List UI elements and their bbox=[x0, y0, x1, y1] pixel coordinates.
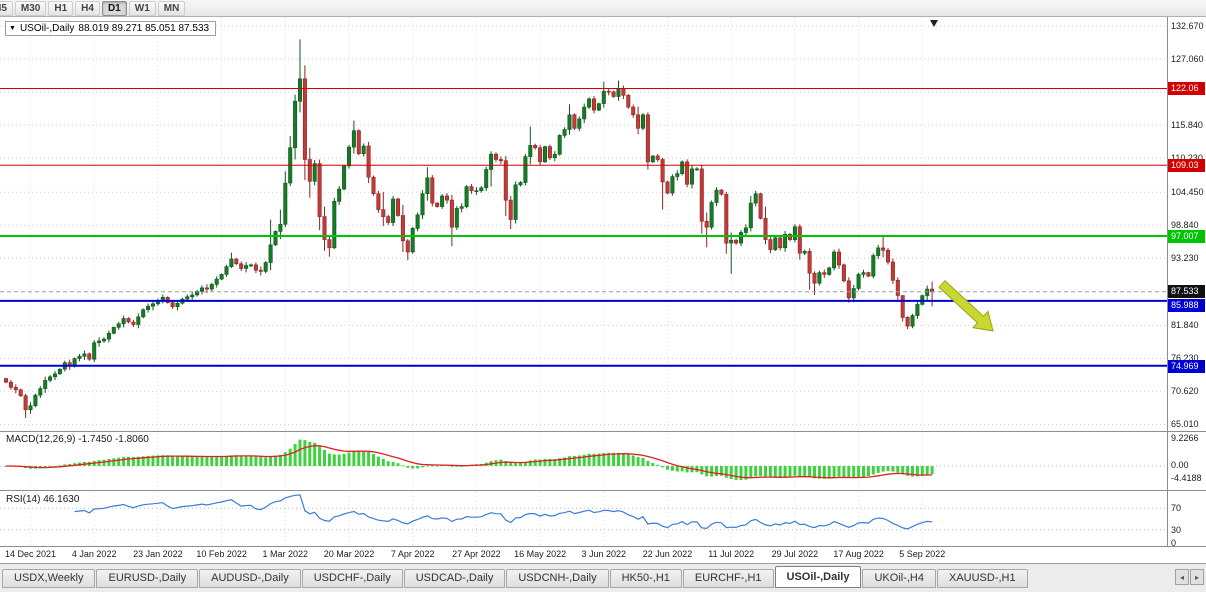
date-axis-label: 5 Sep 2022 bbox=[899, 549, 946, 559]
drawn-arrow-annotation[interactable] bbox=[938, 279, 994, 332]
price-level-tag: 97.007 bbox=[1168, 230, 1205, 244]
rsi-indicator-label: RSI(14) 46.1630 bbox=[6, 494, 80, 505]
date-axis-label: 27 Apr 2022 bbox=[452, 549, 501, 559]
chart-tab-hk50-h1[interactable]: HK50-,H1 bbox=[609, 569, 682, 588]
macd-axis-label: -4.4188 bbox=[1171, 473, 1202, 483]
date-axis-label: 4 Jan 2022 bbox=[71, 549, 117, 559]
price-axis-label: 115.840 bbox=[1171, 120, 1203, 131]
timeframe-button-row: M5M30H1H4D1W1MN bbox=[0, 0, 186, 16]
chart-tab-bar: USDX,Weekly EURUSD-,Daily AUDUSD-,Daily USD… bbox=[0, 563, 1206, 592]
price-axis-label: 110.230 bbox=[1171, 153, 1203, 164]
timeframe-button-d1[interactable]: D1 bbox=[101, 1, 127, 16]
timeframe-toolbar: M5M30H1H4D1W1MN bbox=[0, 0, 1206, 17]
price-level-tag: 85.988 bbox=[1168, 299, 1205, 312]
price-axis-label: 70.620 bbox=[1171, 386, 1199, 397]
rsi-axis-label: 0 bbox=[1171, 538, 1177, 548]
timeframe-button-h4[interactable]: H4 bbox=[75, 1, 100, 16]
date-axis-label: 23 Jan 2022 bbox=[133, 549, 183, 559]
candlestick-series bbox=[4, 39, 935, 418]
timeframe-button-mn[interactable]: MN bbox=[157, 1, 186, 16]
chart-tab-usdchf-daily[interactable]: USDCHF-,Daily bbox=[301, 569, 403, 588]
date-axis-label: 3 Jun 2022 bbox=[581, 549, 627, 559]
symbol-ohlc-box: ▼ USOil-,Daily 88.019 89.271 85.051 87.5… bbox=[5, 21, 217, 36]
date-axis-label: 16 May 2022 bbox=[514, 549, 567, 559]
timeframe-button-h1[interactable]: H1 bbox=[48, 1, 74, 16]
price-axis-label: 132.670 bbox=[1171, 21, 1204, 31]
chart-tab-usdx-weekly[interactable]: USDX,Weekly bbox=[2, 569, 96, 588]
price-axis-label: 76.230 bbox=[1171, 353, 1199, 364]
date-axis-label: 14 Dec 2021 bbox=[4, 549, 57, 559]
chart-tab-eurusd-daily[interactable]: EURUSD-,Daily bbox=[96, 569, 199, 588]
macd-indicator-label: MACD(12,26,9) -1.7450 -1.8060 bbox=[6, 434, 149, 445]
date-axis-label: 29 Jul 2022 bbox=[771, 549, 819, 559]
price-level-tag: 74.969 bbox=[1168, 359, 1205, 373]
price-axis-label: 104.450 bbox=[1171, 187, 1204, 198]
price-axis-label: 65.010 bbox=[1171, 419, 1199, 430]
rsi-axis-label: 70 bbox=[1171, 503, 1182, 513]
tab-scroll-left-button[interactable]: ◂ bbox=[1175, 569, 1189, 585]
date-axis-label: 11 Jul 2022 bbox=[708, 549, 755, 559]
chart-tab-usdcad-daily[interactable]: USDCAD-,Daily bbox=[403, 569, 506, 588]
ohlc-values: 88.019 89.271 85.051 87.533 bbox=[78, 23, 210, 34]
price-level-tag: 109.03 bbox=[1168, 159, 1205, 173]
macd-axis-label: 9.2266 bbox=[1171, 433, 1199, 443]
chart-tab-eurchf-h1[interactable]: EURCHF-,H1 bbox=[682, 569, 774, 588]
chart-shift-marker-icon bbox=[930, 20, 938, 27]
rsi-line bbox=[74, 494, 933, 530]
timeframe-button-m5[interactable]: M5 bbox=[0, 1, 13, 16]
chart-tabs: USDX,Weekly EURUSD-,Daily AUDUSD-,Daily USD… bbox=[2, 566, 1029, 588]
chart-tab-xauusd-h1[interactable]: XAUUSD-,H1 bbox=[937, 569, 1028, 588]
tab-scroll-right-button[interactable]: ▸ bbox=[1190, 569, 1204, 585]
date-axis-label: 20 Mar 2022 bbox=[323, 549, 375, 559]
collapse-arrow-icon: ▼ bbox=[9, 25, 16, 32]
price-level-tag: 122.06 bbox=[1168, 82, 1205, 96]
tab-scroll-controls: ◂ ▸ bbox=[1175, 569, 1204, 585]
timeframe-button-m30[interactable]: M30 bbox=[14, 1, 47, 16]
symbol-name: USOil-,Daily bbox=[19, 23, 75, 34]
price-axis-label: 127.060 bbox=[1171, 54, 1204, 65]
price-axis-label: 98.840 bbox=[1171, 220, 1199, 231]
chart-tab-ukoil-h4[interactable]: UKOil-,H4 bbox=[862, 569, 936, 588]
date-axis-label: 17 Aug 2022 bbox=[833, 549, 884, 559]
rsi-axis-label: 30 bbox=[1171, 525, 1182, 535]
macd-signal-line bbox=[6, 445, 933, 479]
timeframe-button-w1[interactable]: W1 bbox=[128, 1, 156, 16]
chart-tab-usdcnh-daily[interactable]: USDCNH-,Daily bbox=[506, 569, 609, 588]
price-axis-label: 93.230 bbox=[1171, 253, 1199, 264]
date-axis-label: 22 Jun 2022 bbox=[642, 549, 693, 559]
macd-axis-label: 0.00 bbox=[1171, 460, 1189, 470]
bid-price-tag: 87.533 bbox=[1168, 285, 1205, 299]
chart-tab-usoil-daily[interactable]: USOil-,Daily bbox=[774, 566, 862, 588]
price-axis-label: 81.840 bbox=[1171, 320, 1199, 331]
chart-tab-audusd-daily[interactable]: AUDUSD-,Daily bbox=[199, 569, 301, 588]
date-axis-label: 7 Apr 2022 bbox=[390, 549, 435, 559]
date-axis-label: 10 Feb 2022 bbox=[196, 549, 247, 559]
date-axis-label: 1 Mar 2022 bbox=[262, 549, 309, 559]
